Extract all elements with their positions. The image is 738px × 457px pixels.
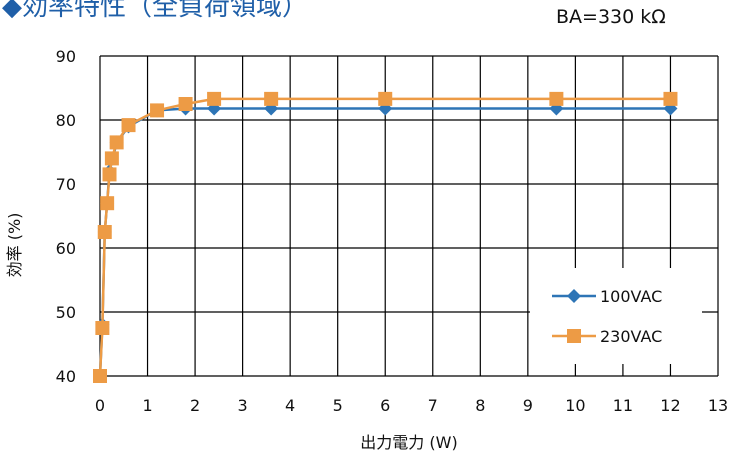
x-tick-label: 13 bbox=[708, 396, 728, 415]
data-point bbox=[207, 91, 222, 106]
x-tick-label: 5 bbox=[333, 396, 343, 415]
x-tick-label: 0 bbox=[95, 396, 105, 415]
data-point bbox=[104, 151, 119, 166]
data-point bbox=[121, 118, 136, 133]
data-point bbox=[264, 91, 279, 106]
legend-label: 100VAC bbox=[600, 287, 662, 306]
y-tick-label: 60 bbox=[56, 239, 76, 258]
legend-label: 230VAC bbox=[600, 327, 662, 346]
y-tick-label: 70 bbox=[56, 175, 76, 194]
y-tick-label: 50 bbox=[56, 303, 76, 322]
x-tick-label: 10 bbox=[565, 396, 585, 415]
data-point bbox=[109, 135, 124, 150]
data-point bbox=[150, 103, 165, 118]
y-tick-label: 40 bbox=[56, 367, 76, 386]
x-axis-label: 出力電力 (W) bbox=[360, 433, 457, 452]
data-point bbox=[178, 97, 193, 111]
data-point bbox=[100, 196, 115, 211]
legend-marker bbox=[567, 329, 581, 343]
y-tick-label: 80 bbox=[56, 111, 76, 130]
y-tick-label: 90 bbox=[56, 47, 76, 66]
x-tick-label: 3 bbox=[238, 396, 248, 415]
x-tick-label: 4 bbox=[285, 396, 295, 415]
data-point bbox=[378, 91, 393, 106]
data-point bbox=[93, 369, 107, 383]
x-tick-label: 7 bbox=[428, 396, 438, 415]
chart-annotation: BA=330 kΩ bbox=[556, 6, 666, 28]
y-axis-label: 効率 (%) bbox=[5, 213, 24, 278]
data-point bbox=[549, 91, 564, 106]
data-point bbox=[663, 91, 678, 106]
x-tick-label: 11 bbox=[613, 396, 633, 415]
x-tick-label: 9 bbox=[523, 396, 533, 415]
data-point bbox=[95, 321, 110, 335]
data-point bbox=[102, 167, 117, 182]
x-tick-label: 2 bbox=[190, 396, 200, 415]
chart-title: ◆効率特性（全負荷領域） bbox=[2, 0, 308, 22]
x-tick-label: 8 bbox=[475, 396, 485, 415]
x-tick-label: 1 bbox=[142, 396, 152, 415]
x-tick-label: 6 bbox=[380, 396, 390, 415]
legend-marker bbox=[567, 289, 581, 303]
data-point bbox=[97, 225, 112, 239]
x-tick-label: 12 bbox=[660, 396, 680, 415]
legend-box bbox=[530, 268, 702, 364]
